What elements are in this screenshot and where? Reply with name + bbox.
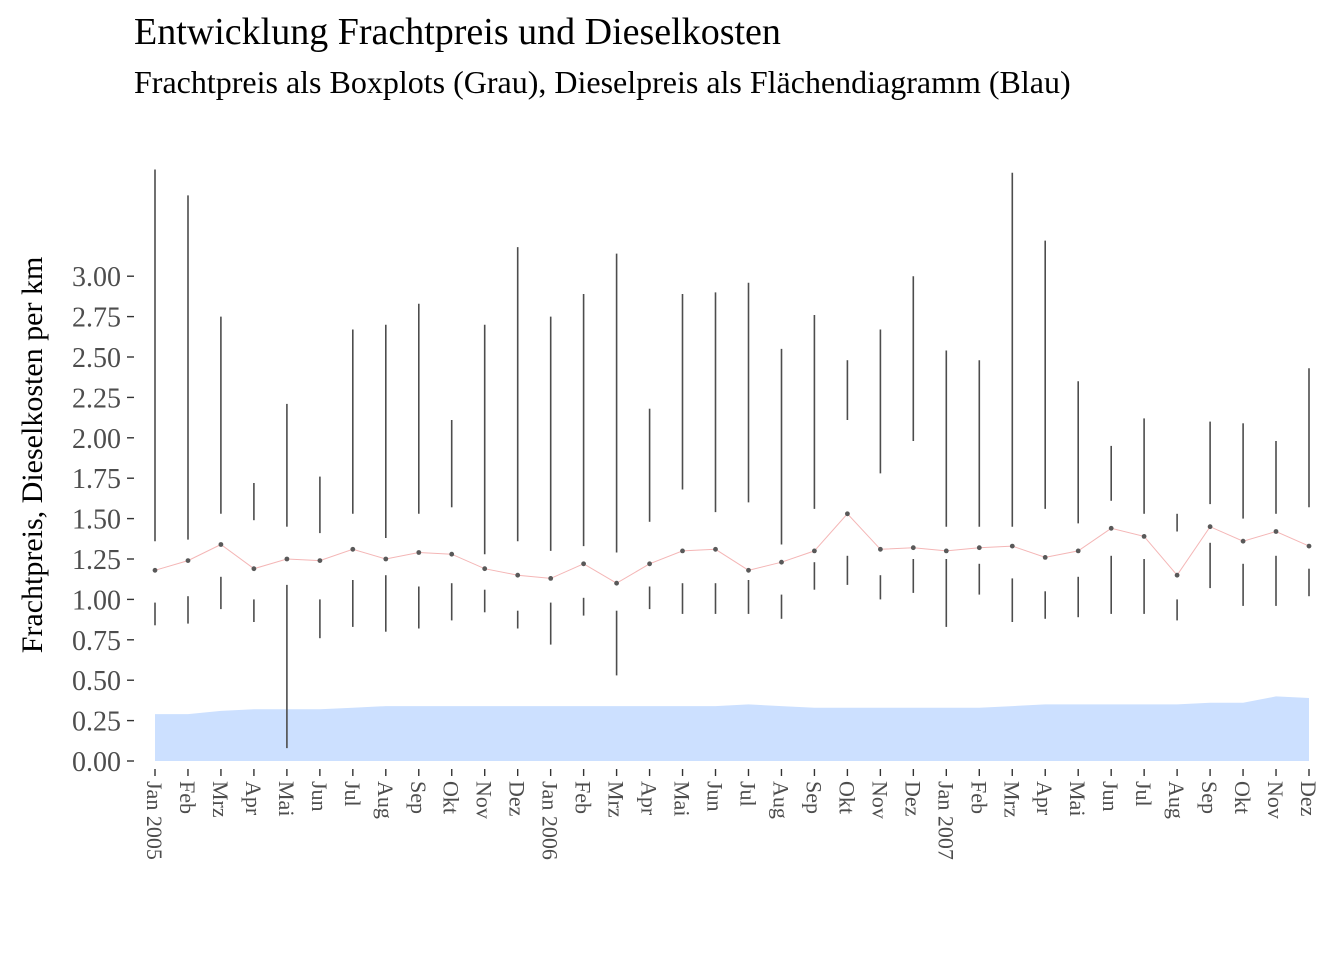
freight-median-point	[713, 546, 718, 552]
diesel-area	[155, 696, 1309, 761]
y-tick-label: 0.50	[72, 666, 121, 697]
freight-median-point	[746, 567, 751, 573]
x-tick-label: Dez	[505, 781, 530, 817]
x-tick-label: Nov	[1263, 781, 1288, 819]
x-tick-label: Dez	[1296, 781, 1321, 817]
x-tick-label: Feb	[175, 781, 200, 814]
x-tick-label: Apr	[637, 781, 662, 816]
x-tick-label: Feb	[571, 781, 596, 814]
freight-median-point	[878, 546, 883, 552]
x-tick-label: Jan 2007	[933, 781, 958, 860]
freight-median-point	[416, 550, 422, 555]
freight-median-point	[1174, 572, 1180, 578]
freight-median-point	[614, 580, 619, 586]
x-tick-label: Jul	[1131, 781, 1156, 807]
x-tick-label: Aug	[1164, 781, 1189, 819]
freight-median-point	[482, 566, 488, 572]
x-tick-label: Sep	[801, 781, 826, 814]
x-tick-label: Jun	[307, 781, 332, 812]
x-tick-label: Feb	[966, 781, 991, 814]
chart-title: Entwicklung Frachtpreis und Dieselkosten	[134, 11, 781, 53]
y-tick-label: 2.75	[72, 303, 121, 334]
x-tick-label: Mai	[274, 781, 299, 816]
x-tick-label: Apr	[241, 781, 266, 816]
y-axis-label: Frachtpreis, Dieselkosten per km	[16, 257, 49, 654]
x-tick-label: Jul	[340, 781, 365, 807]
y-tick-label: 1.25	[72, 545, 121, 576]
freight-median-point	[976, 545, 982, 551]
x-tick-label: Aug	[769, 781, 794, 819]
freight-median-point	[383, 556, 389, 562]
freight-median-point	[1042, 555, 1048, 560]
y-tick-label: 0.75	[72, 626, 121, 657]
freight-median-point	[1240, 538, 1246, 544]
chart-subtitle: Frachtpreis als Boxplots (Grau), Dieselp…	[134, 64, 1071, 100]
freight-median-line	[154, 513, 1310, 584]
x-tick-label: Mrz	[208, 781, 233, 818]
freight-median-point	[185, 558, 191, 563]
freight-median-point	[1108, 525, 1114, 531]
freight-median-point	[152, 567, 158, 573]
freight-median-point	[515, 572, 521, 578]
freight-median-point	[943, 548, 949, 554]
x-tick-label: Mrz	[999, 781, 1024, 818]
x-tick-label: Jul	[736, 781, 761, 807]
x-tick-label: Jun	[1098, 781, 1123, 812]
x-tick-label: Aug	[373, 781, 398, 819]
y-tick-label: 2.25	[72, 383, 121, 414]
x-tick-label: Sep	[406, 781, 431, 814]
x-tick-label: Mai	[670, 781, 695, 816]
x-tick-label: Apr	[1032, 781, 1057, 816]
freight-median-layer	[152, 511, 1312, 586]
freight-median-point	[251, 566, 257, 572]
y-tick-label: 2.50	[72, 343, 121, 374]
freight-median-point	[779, 559, 784, 565]
freight-median-point	[812, 548, 817, 554]
freight-median-point	[350, 546, 356, 552]
x-tick-label: Mai	[1065, 781, 1090, 816]
x-tick-label: Sep	[1197, 781, 1222, 814]
freight-median-point	[680, 548, 685, 554]
freight-median-point	[1141, 534, 1147, 539]
freight-median-point	[647, 561, 652, 567]
x-tick-label: Mrz	[604, 781, 629, 818]
y-tick-label: 2.00	[72, 424, 121, 455]
freight-median-point	[581, 561, 586, 567]
x-axis: Jan 2005 Feb Mrz Apr Mai Jun Jul Aug Sep Okt Nov De…	[142, 769, 1321, 860]
x-tick-label: Nov	[472, 781, 497, 819]
y-axis: 0.00 0.25 0.50 0.75 1.00 1.25 1.50 1.75 2.00 2.25…	[72, 262, 134, 778]
freight-median-point	[284, 556, 290, 562]
freight-median-point	[218, 542, 224, 547]
x-tick-label: Nov	[867, 781, 892, 819]
freight-median-point	[1273, 529, 1279, 534]
freight-median-point	[548, 576, 554, 581]
y-tick-label: 0.00	[72, 747, 121, 778]
x-tick-label: Okt	[834, 781, 859, 814]
y-tick-label: 3.00	[72, 262, 121, 293]
y-tick-label: 1.75	[72, 464, 121, 495]
freight-median-point	[845, 511, 850, 517]
freight-whisker-layer	[154, 169, 1310, 749]
diesel-area-layer	[155, 696, 1309, 761]
x-tick-label: Dez	[900, 781, 925, 817]
freight-median-point	[910, 545, 916, 551]
y-tick-label: 1.50	[72, 505, 121, 536]
freight-median-point	[1075, 548, 1081, 554]
x-tick-label: Jan 2006	[538, 781, 563, 860]
freight-median-point	[1306, 543, 1312, 549]
x-tick-label: Okt	[1230, 781, 1255, 814]
x-tick-label: Jun	[703, 781, 728, 812]
y-tick-label: 1.00	[72, 585, 121, 616]
x-tick-label: Okt	[439, 781, 464, 814]
y-tick-label: 0.25	[72, 707, 121, 738]
freight-median-point	[317, 558, 323, 563]
x-tick-label: Jan 2005	[142, 781, 167, 860]
freight-median-point	[1207, 524, 1213, 530]
freight-median-point	[1009, 543, 1015, 549]
freight-median-point	[449, 551, 455, 557]
